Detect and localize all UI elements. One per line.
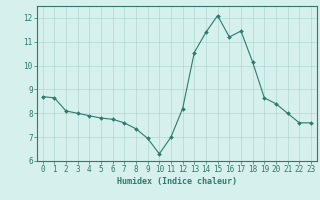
X-axis label: Humidex (Indice chaleur): Humidex (Indice chaleur)	[117, 177, 237, 186]
